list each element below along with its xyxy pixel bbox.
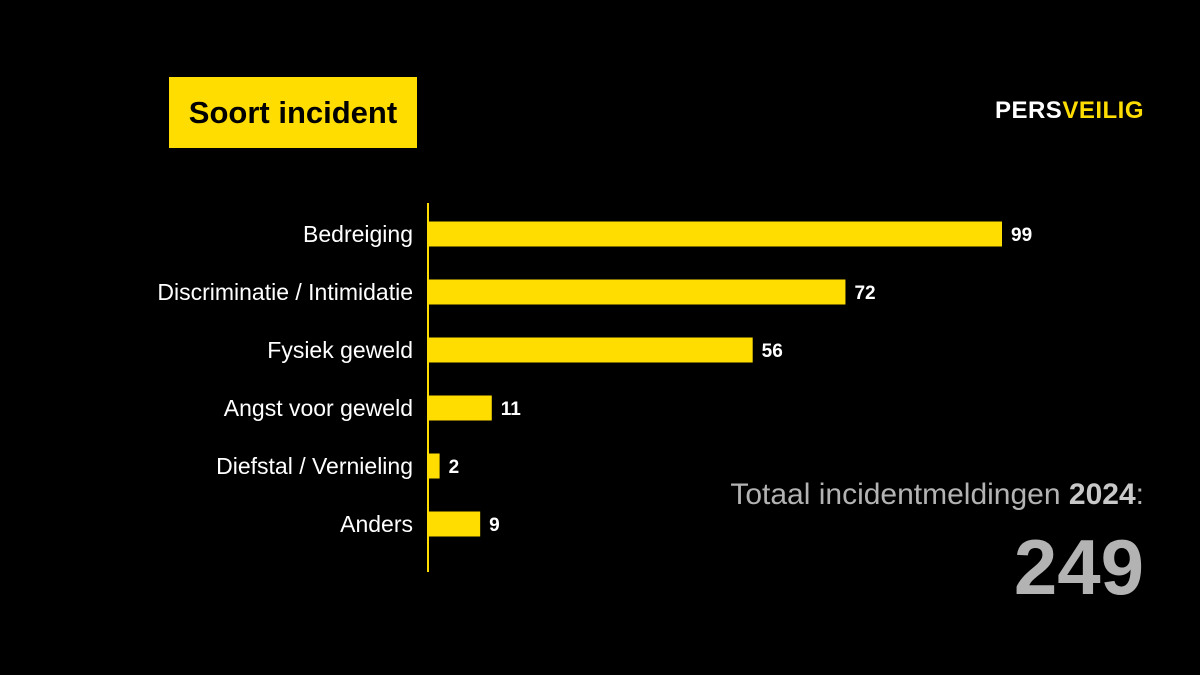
category-label: Bedreiging bbox=[303, 221, 413, 247]
total-label: Totaal incidentmeldingen 2024: bbox=[730, 478, 1144, 512]
total-year: 2024 bbox=[1068, 478, 1136, 511]
category-label: Fysiek geweld bbox=[267, 337, 413, 363]
bar bbox=[428, 279, 846, 305]
total-suffix: : bbox=[1135, 478, 1144, 511]
bar bbox=[428, 395, 492, 421]
value-label: 72 bbox=[854, 283, 875, 304]
chart-title: Soort incident bbox=[169, 77, 417, 148]
value-label: 11 bbox=[501, 399, 522, 420]
total-value: 249 bbox=[1013, 523, 1144, 611]
value-label: 2 bbox=[449, 457, 460, 478]
category-label: Diefstal / Vernieling bbox=[216, 453, 413, 479]
category-label: Angst voor geweld bbox=[224, 395, 413, 421]
value-label: 99 bbox=[1011, 225, 1032, 246]
value-label: 9 bbox=[489, 515, 500, 536]
bar bbox=[428, 453, 440, 479]
bar bbox=[428, 221, 1002, 247]
bar bbox=[428, 337, 753, 363]
value-label: 56 bbox=[762, 341, 783, 362]
bar bbox=[428, 511, 481, 537]
total-label-text: Totaal incidentmeldingen bbox=[730, 478, 1061, 511]
logo-text-veilig: VEILIG bbox=[1062, 97, 1144, 124]
persveilig-logo: PERSVEILIG bbox=[995, 97, 1144, 125]
logo-text-pers: PERS bbox=[994, 97, 1063, 124]
category-label: Discriminatie / Intimidatie bbox=[157, 279, 413, 305]
category-label: Anders bbox=[340, 511, 413, 537]
